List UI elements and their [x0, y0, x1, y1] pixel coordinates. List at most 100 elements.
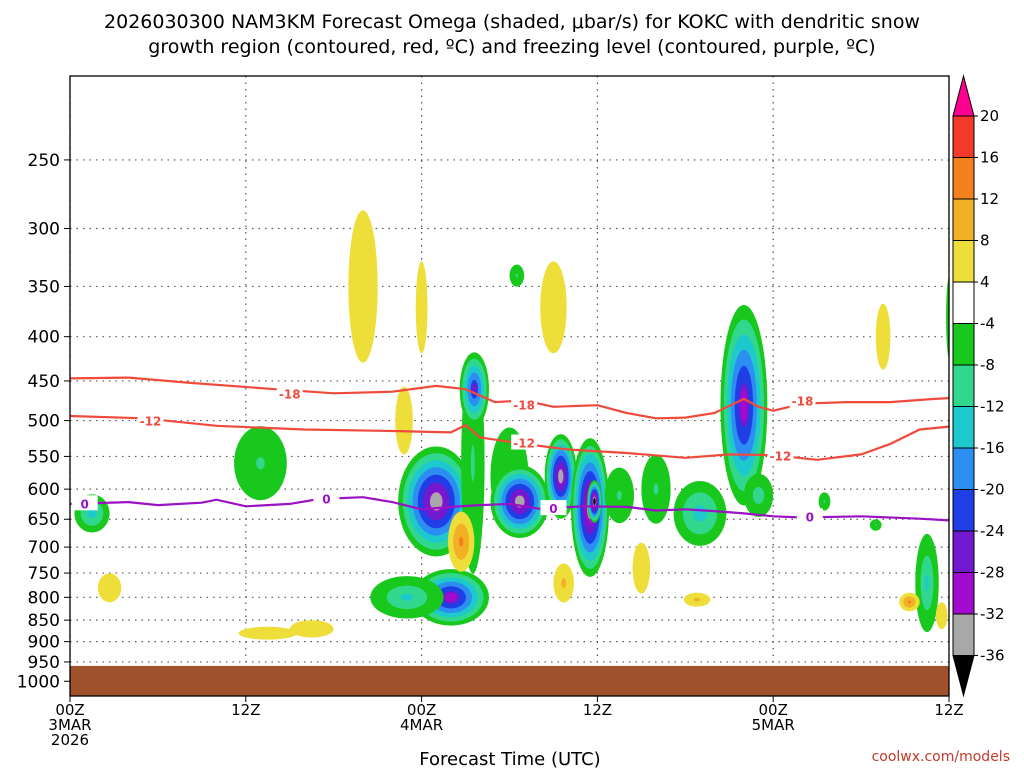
colorbar-label: -24 [980, 522, 1005, 540]
colorbar-label: 8 [980, 232, 990, 250]
x-tick-label: 12Z [231, 701, 260, 719]
x-tick-label: 12Z [934, 701, 963, 719]
x-tick-label: 12Z [583, 701, 612, 719]
isotherm-label: 0 [806, 510, 814, 524]
descent-shade [395, 386, 413, 455]
y-axis: 2503003504004505005506006507007508008509… [17, 151, 70, 692]
chart-title-line2: growth region (contoured, red, ºC) and f… [148, 36, 875, 58]
colorbar-swatch [952, 406, 975, 449]
y-tick-label: 1000 [17, 672, 60, 692]
colorbar-swatch [952, 530, 975, 573]
credit-text: coolwx.com/models [872, 749, 1010, 765]
colorbar-swatch [952, 323, 975, 366]
x-tick-label: 00Z [407, 701, 436, 719]
colorbar-label: 20 [980, 107, 999, 125]
colorbar-swatch [952, 447, 975, 490]
plot-area [70, 76, 949, 696]
colorbar-label: -4 [980, 315, 995, 333]
isotherm-label: -18 [279, 387, 301, 401]
y-tick-label: 500 [28, 412, 60, 432]
isotherm-label-bg [540, 500, 567, 516]
descent-shade [289, 620, 334, 638]
y-tick-label: 300 [28, 219, 60, 239]
y-tick-label: 350 [28, 277, 60, 297]
y-tick-label: 450 [28, 372, 60, 392]
isotherm-label: -18 [513, 398, 535, 412]
ascent-shade [593, 497, 596, 505]
colorbar-top-arrow [952, 74, 975, 117]
x-tick-label: 5MAR [752, 716, 795, 734]
y-tick-label: 600 [28, 480, 60, 500]
x-tick-label: 3MAR [48, 716, 91, 734]
colorbar-label: -36 [980, 647, 1005, 665]
isotherm-label: -12 [770, 450, 792, 464]
y-tick-label: 750 [28, 564, 60, 584]
y-tick-label: 950 [28, 653, 60, 673]
colorbar-bottom-arrow [952, 655, 975, 698]
ascent-shade [558, 469, 564, 484]
descent-shade [348, 210, 378, 363]
y-tick-label: 700 [28, 538, 60, 558]
ascent-shade [740, 388, 748, 422]
descent-shade [238, 626, 298, 640]
isotherm-label-bg [789, 392, 816, 408]
isotherm-label: -18 [792, 395, 814, 409]
ascent-shade [653, 483, 659, 495]
descent-shade [693, 597, 701, 602]
isotherm-label-bg [767, 447, 794, 463]
colorbar-label: 12 [980, 190, 999, 208]
ascent-shade [515, 273, 519, 278]
colorbar-label: -8 [980, 356, 995, 374]
descent-shade [632, 542, 651, 594]
isotherm-label-bg [511, 396, 538, 412]
isotherm-label: 0 [549, 502, 557, 516]
ascent-shade [874, 524, 877, 526]
descent-shade [875, 303, 891, 370]
isotherm-label: 0 [322, 492, 330, 506]
colorbar-swatch [952, 198, 975, 241]
descent-shade [540, 261, 567, 354]
isotherm-0-line [70, 496, 949, 522]
isotherm-label-bg [511, 434, 538, 450]
ascent-shade [946, 277, 949, 358]
colorbar-swatch [952, 489, 975, 532]
y-tick-label: 250 [28, 151, 60, 171]
colorbar-label: -20 [980, 481, 1005, 499]
y-tick-label: 800 [28, 588, 60, 608]
y-tick-label: 650 [28, 510, 60, 530]
omega-shading [74, 210, 949, 640]
isotherm-label-bg [276, 385, 303, 401]
ascent-shade [470, 444, 475, 482]
colorbar-label: -32 [980, 605, 1005, 623]
descent-shade [935, 602, 948, 630]
ascent-shade [444, 592, 458, 602]
y-tick-label: 400 [28, 328, 60, 348]
colorbar-swatch [952, 572, 975, 615]
ascent-shade [429, 492, 443, 511]
y-tick-label: 900 [28, 633, 60, 653]
ground-surface [70, 665, 949, 696]
colorbar-swatch [952, 115, 975, 158]
x-tick-label: 00Z [759, 701, 788, 719]
x-axis-title: Forecast Time (UTC) [419, 749, 600, 768]
y-tick-label: 550 [28, 447, 60, 467]
ascent-shade [925, 574, 929, 592]
colorbar-label: 4 [980, 273, 990, 291]
ascent-shade [616, 490, 622, 500]
isotherm-label: 0 [80, 497, 88, 511]
isotherm-minus12-line [70, 414, 949, 461]
isotherm-label-bg [71, 495, 98, 511]
ascent-shade [752, 486, 765, 504]
colorbar-swatch [952, 157, 975, 200]
isotherm-label: -12 [140, 415, 162, 429]
colorbar-label: -28 [980, 564, 1005, 582]
descent-shade [907, 600, 912, 604]
plot-frame [69, 75, 950, 697]
colorbar: 20 16 12 8 4 -4 -8 -12 -16 -20 -24 -28 -32 -36 [952, 74, 1005, 698]
isotherm-label-bg [796, 508, 823, 524]
descent-shade [561, 577, 567, 588]
ascent-shade [823, 499, 826, 503]
descent-shade [458, 536, 464, 547]
